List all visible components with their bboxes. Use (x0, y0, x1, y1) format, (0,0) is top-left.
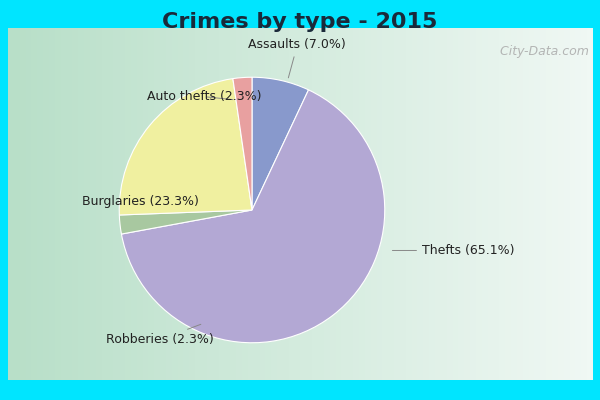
Text: City-Data.com: City-Data.com (492, 46, 589, 58)
Wedge shape (119, 79, 252, 215)
Text: Crimes by type - 2015: Crimes by type - 2015 (163, 12, 437, 32)
Text: Thefts (65.1%): Thefts (65.1%) (392, 244, 515, 257)
Wedge shape (252, 77, 308, 210)
Text: Auto thefts (2.3%): Auto thefts (2.3%) (147, 90, 261, 103)
Text: Robberies (2.3%): Robberies (2.3%) (106, 324, 214, 346)
Wedge shape (121, 90, 385, 343)
Text: Assaults (7.0%): Assaults (7.0%) (248, 38, 346, 78)
Wedge shape (119, 210, 252, 234)
Text: Burglaries (23.3%): Burglaries (23.3%) (82, 196, 199, 208)
Wedge shape (233, 77, 252, 210)
